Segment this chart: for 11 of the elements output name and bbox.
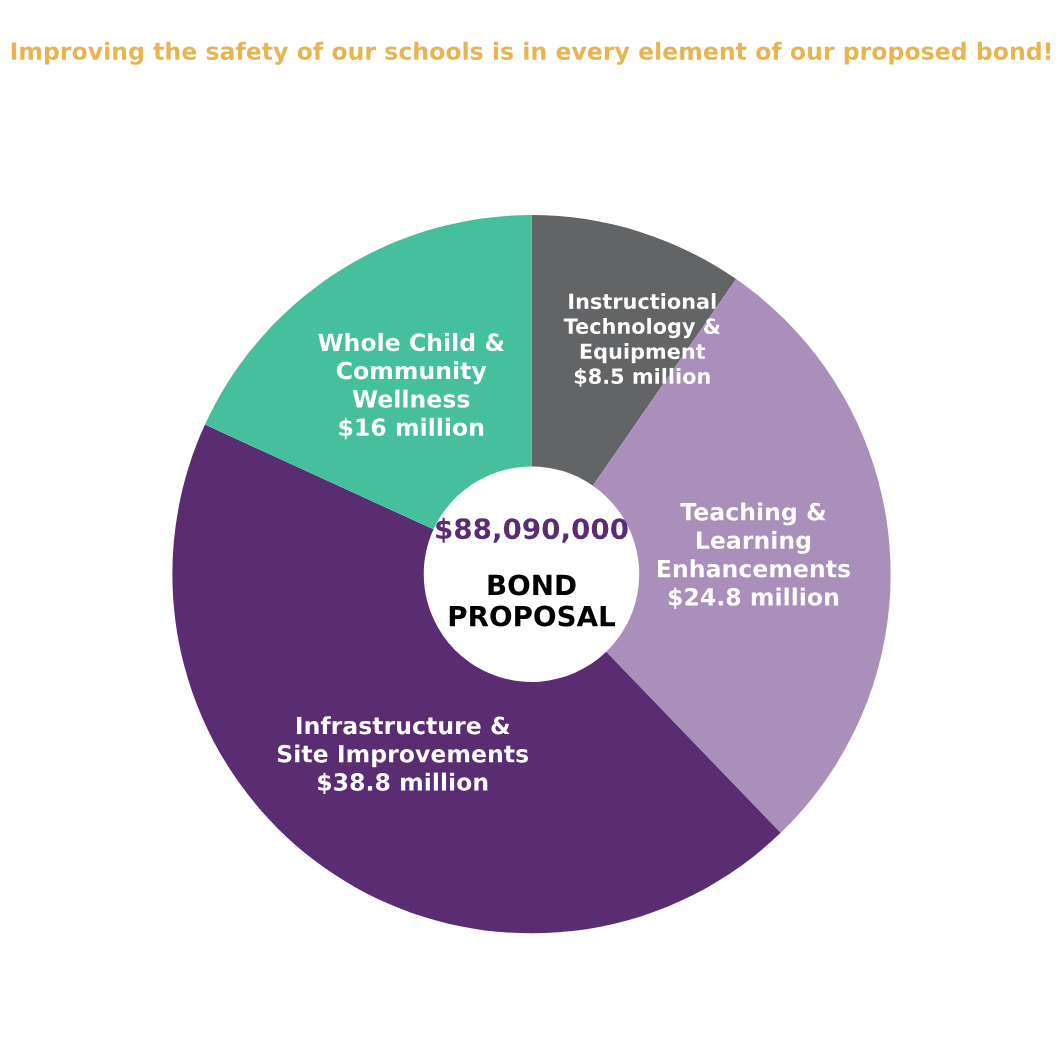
slice-label: Instructional Technology & Equipment bbox=[563, 293, 721, 364]
slice-label: Infrastructure & Site Improvements bbox=[277, 716, 529, 768]
data-label: $16 million bbox=[339, 417, 484, 440]
donut-slice bbox=[531, 215, 737, 486]
slice-label: Whole Child & Community Wellness bbox=[318, 332, 504, 408]
chart-title: Improving the safety of our schools is in every element of our proposed bond! bbox=[11, 41, 1051, 65]
text: $88,090,000 bbox=[436, 517, 628, 543]
data-label: $24.8 million bbox=[668, 587, 839, 609]
text: BOND PROPOSAL bbox=[449, 574, 616, 627]
slice-label: Teaching & Learning Enhancements bbox=[657, 502, 850, 578]
data-label: $38.8 million bbox=[318, 772, 488, 795]
